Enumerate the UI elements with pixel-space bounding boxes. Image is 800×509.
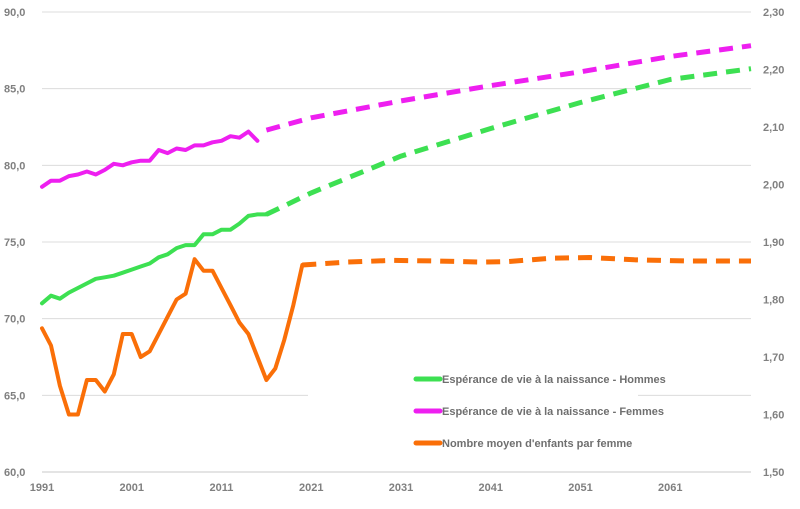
- y-right-tick-label: 1,50: [763, 467, 784, 479]
- y-left-tick-label: 70,0: [4, 314, 25, 326]
- legend: Espérance de vie à la naissance - Hommes…: [308, 360, 666, 460]
- series-lines: [40, 43, 752, 417]
- y-left-tick-label: 85,0: [4, 84, 25, 96]
- x-tick-label: 1991: [30, 482, 54, 494]
- y-left-tick-label: 80,0: [4, 160, 25, 172]
- y-right-tick-label: 1,70: [763, 352, 784, 364]
- series-2-observed-line: [40, 129, 260, 189]
- y-left-tick-label: 65,0: [4, 390, 25, 402]
- y-right-tick-label: 2,00: [763, 180, 784, 192]
- y-right-tick-label: 2,30: [763, 7, 784, 19]
- left-axis-ticks: 60,0 65,0 70,0 75,0 80,0 85,0 90,0: [4, 7, 25, 479]
- series-2-projected-line: [265, 43, 752, 133]
- x-tick-label: 2031: [389, 482, 413, 494]
- right-axis-ticks: 1,50 1,60 1,70 1,80 1,90 2,00 2,10 2,20 2,30: [763, 7, 784, 479]
- x-tick-label: 2041: [478, 482, 502, 494]
- series-1-observed-line: [40, 212, 269, 306]
- x-tick-label: 2061: [658, 482, 682, 494]
- y-right-tick-label: 1,90: [763, 237, 784, 249]
- x-tick-label: 2051: [568, 482, 592, 494]
- legend-label: Nombre moyen d'enfants par femme: [442, 438, 632, 450]
- y-right-tick-label: 1,80: [763, 295, 784, 307]
- y-left-tick-label: 75,0: [4, 237, 25, 249]
- legend-label: Espérance de vie à la naissance - Hommes: [442, 374, 666, 386]
- series-3-projected-line: [302, 255, 751, 268]
- y-right-tick-label: 1,60: [763, 410, 784, 422]
- y-left-tick-label: 60,0: [4, 467, 25, 479]
- gridlines: [42, 11, 751, 473]
- legend-label: Espérance de vie à la naissance - Femmes: [442, 406, 664, 418]
- legend-background: [308, 360, 638, 460]
- series-1-projected-line: [265, 66, 752, 217]
- x-tick-label: 2001: [120, 482, 144, 494]
- x-axis-ticks: 1991 2001 2011 2021 2031 2041 2051 2061: [30, 482, 683, 494]
- y-right-tick-label: 2,10: [763, 122, 784, 134]
- x-tick-label: 2011: [210, 482, 234, 494]
- x-tick-label: 2021: [299, 482, 323, 494]
- y-left-tick-label: 90,0: [4, 7, 25, 19]
- y-right-tick-label: 2,20: [763, 65, 784, 77]
- series-3-observed-line: [40, 257, 305, 417]
